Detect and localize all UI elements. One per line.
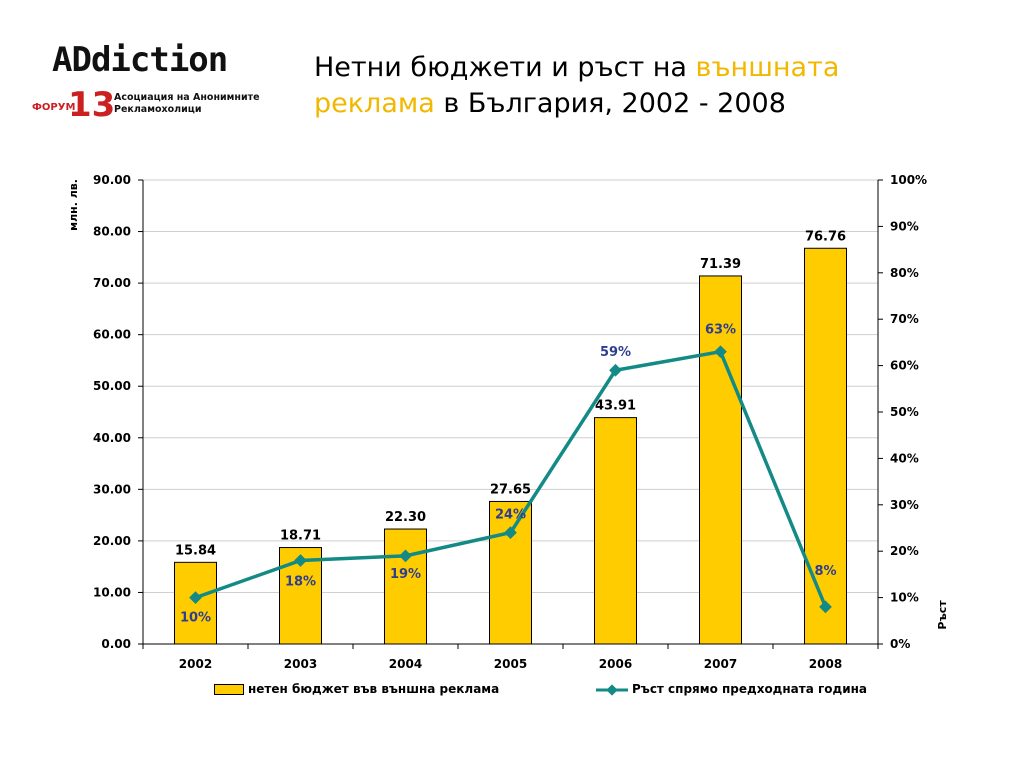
bar-2006 (594, 417, 637, 645)
page-title: Нетни бюджети и ръст на външната реклама… (314, 50, 994, 122)
y-tick-label-left: 40.00 (93, 431, 131, 445)
x-tick-label: 2002 (179, 657, 212, 671)
y-tick-label-left: 80.00 (93, 225, 131, 239)
legend-bar-swatch (214, 684, 244, 695)
y-tick-label-right: 60% (890, 359, 919, 373)
y-tick-label-right: 20% (890, 544, 919, 558)
legend-line-swatch (596, 683, 628, 696)
title-highlight1: външната (695, 52, 840, 83)
bar-value-label: 18.71 (280, 529, 321, 544)
y-tick-label-right: 30% (890, 498, 919, 512)
title-part1: Нетни бюджети и ръст на (314, 52, 696, 83)
y-tick-label-right: 100% (890, 173, 927, 187)
y-axis-label-left: млн. лв. (67, 179, 80, 231)
x-tick-label: 2007 (704, 657, 737, 671)
legend-item-bars: нетен бюджет във външна реклама (214, 682, 499, 696)
y-tick-label-right: 70% (890, 312, 919, 326)
logo-subtitle-line1: Асоциация на Анонимните (114, 92, 260, 103)
x-tick-label: 2006 (599, 657, 632, 671)
y-tick-label-left: 30.00 (93, 482, 131, 496)
bar-value-label: 71.39 (700, 257, 741, 272)
bar-value-label: 43.91 (595, 399, 636, 414)
growth-value-label: 59% (600, 345, 631, 360)
bar-2005 (489, 500, 532, 645)
x-tick-label: 2008 (809, 657, 842, 671)
logo-forum: ФОРУМ (32, 102, 76, 113)
addiction-logo: ADdiction ФОРУМ 13 Асоциация на Анонимни… (30, 30, 270, 130)
legend-line-label: Ръст спрямо предходната година (632, 682, 867, 696)
bar-value-label: 15.84 (175, 543, 216, 558)
y-tick-label-left: 10.00 (93, 585, 131, 599)
logo-number: 13 (68, 85, 116, 125)
y-tick-label-right: 40% (890, 451, 919, 465)
bar-value-label: 76.76 (805, 229, 846, 244)
y-tick-label-left: 20.00 (93, 534, 131, 548)
y-tick-label-left: 0.00 (101, 637, 131, 651)
bar-2008 (804, 247, 847, 645)
y-tick-label-right: 50% (890, 405, 919, 419)
y-tick-label-right: 90% (890, 219, 919, 233)
logo-subtitle: Асоциация на Анонимните Рекламохолици (114, 92, 260, 116)
legend-item-line: Ръст спрямо предходната година (596, 682, 867, 696)
bar-2004 (384, 528, 427, 645)
y-tick-label-left: 90.00 (93, 173, 131, 187)
x-tick-label: 2005 (494, 657, 527, 671)
growth-value-label: 8% (814, 564, 836, 579)
legend-bar-label: нетен бюджет във външна реклама (248, 682, 500, 696)
growth-value-label: 10% (180, 611, 211, 626)
x-tick-label: 2003 (284, 657, 317, 671)
logo-wordmark: ADdiction (52, 40, 228, 80)
growth-value-label: 63% (705, 323, 736, 338)
logo-subtitle-line2: Рекламохолици (114, 104, 202, 115)
y-tick-label-right: 80% (890, 266, 919, 280)
growth-value-label: 19% (390, 567, 421, 582)
bar-value-label: 27.65 (490, 482, 531, 497)
growth-value-label: 18% (285, 574, 316, 589)
bar-value-label: 22.30 (385, 510, 426, 525)
title-part2: в България, 2002 - 2008 (434, 88, 786, 119)
x-tick-label: 2004 (389, 657, 422, 671)
y-tick-label-left: 60.00 (93, 328, 131, 342)
growth-value-label: 24% (495, 508, 526, 523)
y-tick-label-left: 70.00 (93, 276, 131, 290)
y-tick-label-left: 50.00 (93, 379, 131, 393)
y-tick-label-right: 10% (890, 591, 919, 605)
y-tick-label-right: 0% (890, 637, 910, 651)
title-highlight2: реклама (314, 88, 435, 119)
y-axis-label-right: Ръст (936, 600, 949, 630)
